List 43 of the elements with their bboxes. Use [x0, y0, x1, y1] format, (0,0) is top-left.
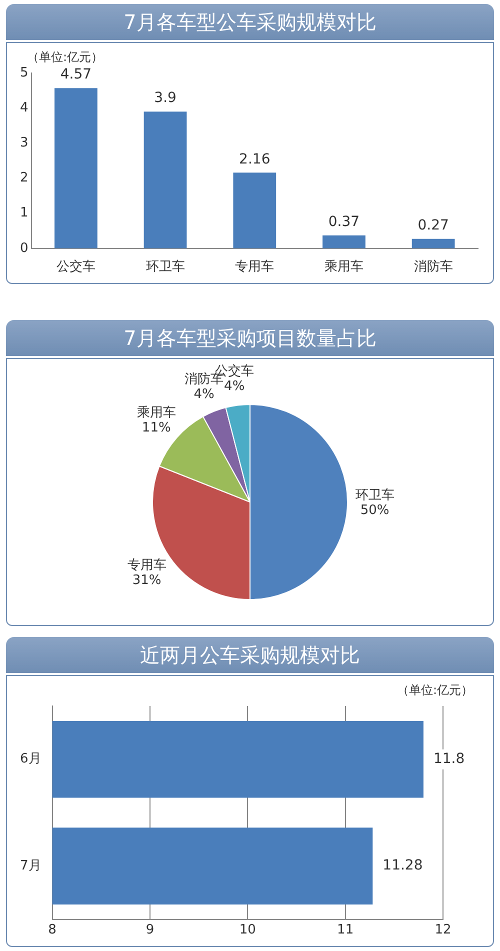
- data-label: 0.37: [328, 214, 360, 230]
- data-label: 11%: [142, 420, 171, 436]
- slice-label: 环卫车: [355, 488, 394, 503]
- bar: [322, 235, 366, 248]
- bar: [144, 112, 187, 248]
- x-tick-label: 消防车: [414, 260, 453, 275]
- x-tick-label: 8: [48, 922, 56, 938]
- x-tick-label: 11: [337, 922, 354, 938]
- y-tick-label: 2: [20, 170, 28, 186]
- y-tick-label: 5: [20, 65, 28, 80]
- y-tick-label: 1: [20, 206, 28, 221]
- x-tick-label: 乘用车: [324, 260, 364, 275]
- x-tick-label: 9: [146, 922, 154, 938]
- y-tick-label: 6月: [20, 752, 42, 767]
- chart-title: 近两月公车采购规模对比: [6, 637, 494, 673]
- data-label: 11.8: [433, 750, 465, 767]
- x-tick-label: 12: [434, 922, 452, 938]
- data-label: 2.16: [239, 151, 270, 168]
- bar: [233, 172, 276, 248]
- text: （单位:亿元）: [396, 682, 473, 699]
- slice-label: 专用车: [127, 558, 166, 574]
- x-tick-label: 公交车: [56, 258, 96, 275]
- x-tick-label: 10: [239, 922, 256, 938]
- data-label: 3.9: [154, 90, 176, 106]
- bar: [54, 88, 98, 248]
- data-label: 11.28: [382, 858, 423, 874]
- y-tick-label: 7月: [20, 858, 42, 874]
- x-tick-label: 专用车: [235, 260, 274, 275]
- y-tick-label: 0: [20, 240, 28, 256]
- data-label: 4%: [194, 386, 214, 402]
- data-label: 0.27: [418, 218, 449, 234]
- bar: [412, 238, 455, 248]
- text: （单位:亿元）: [27, 49, 104, 66]
- y-tick-label: 3: [20, 136, 28, 151]
- data-label: 31%: [132, 573, 162, 588]
- y-tick-label: 4: [20, 100, 28, 116]
- chart-title: 7月各车型采购项目数量占比: [6, 320, 494, 356]
- data-label: 50%: [360, 502, 390, 518]
- chart-title: 7月各车型公车采购规模对比: [6, 4, 494, 40]
- data-label: 4%: [224, 379, 245, 394]
- data-label: 4.57: [60, 66, 92, 83]
- slice-label: 乘用车: [136, 405, 176, 420]
- x-tick-label: 环卫车: [146, 260, 185, 275]
